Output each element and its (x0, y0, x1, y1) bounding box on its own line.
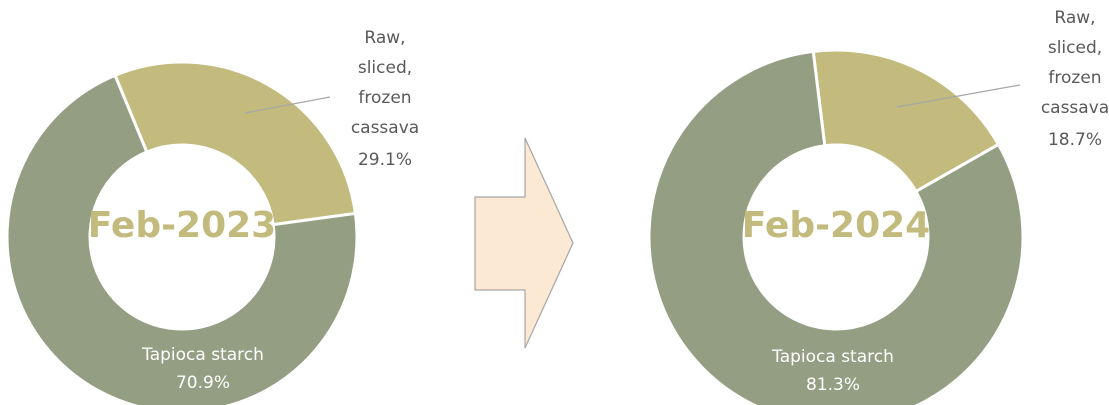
donut-slice (5, 73, 359, 405)
donut-slice (647, 49, 1025, 405)
donut-slice (113, 60, 358, 227)
value-label: 18.7% (1048, 130, 1102, 150)
donut-slice (811, 48, 1001, 194)
value-label: 81.3% (806, 375, 860, 395)
slice-label: Tapioca starch (771, 347, 894, 367)
center-label: Feb-2024 (742, 205, 930, 246)
leader-line (896, 84, 1021, 108)
value-label: 70.9% (176, 373, 230, 393)
value-label: 29.1% (358, 150, 412, 170)
slice-label: Raw, sliced, frozen cassava (351, 28, 419, 138)
center-label: Feb-2023 (88, 205, 276, 246)
transition-arrow (474, 137, 574, 349)
slice-label: Tapioca starch (141, 345, 264, 365)
slice-label: Raw, sliced, frozen cassava (1041, 8, 1109, 118)
leader-line (244, 96, 331, 114)
